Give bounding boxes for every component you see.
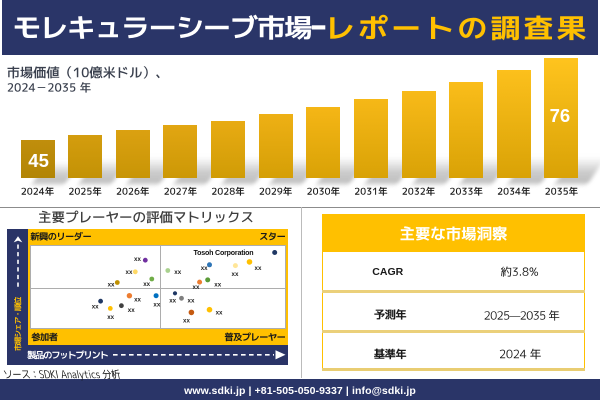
svg-text:xx: xx — [188, 298, 195, 305]
svg-text:xx: xx — [214, 282, 221, 289]
svg-text:xx: xx — [169, 298, 176, 305]
svg-text:xx: xx — [143, 281, 150, 288]
svg-text:xx: xx — [201, 265, 208, 272]
svg-text:xx: xx — [134, 296, 141, 303]
svg-text:xx: xx — [128, 307, 135, 314]
svg-text:Tosoh Corporation: Tosoh Corporation — [194, 249, 254, 257]
svg-text:xx: xx — [216, 309, 223, 316]
svg-text:xx: xx — [153, 302, 160, 309]
svg-text:xx: xx — [174, 269, 181, 276]
svg-text:xx: xx — [255, 265, 262, 272]
svg-text:xx: xx — [134, 256, 141, 263]
svg-text:xx: xx — [92, 304, 99, 311]
svg-text:xx: xx — [108, 281, 115, 288]
svg-text:xx: xx — [183, 318, 190, 325]
svg-text:xx: xx — [232, 271, 239, 278]
svg-text:xx: xx — [107, 314, 114, 321]
svg-text:xx: xx — [126, 269, 133, 276]
svg-text:xx: xx — [193, 284, 200, 291]
